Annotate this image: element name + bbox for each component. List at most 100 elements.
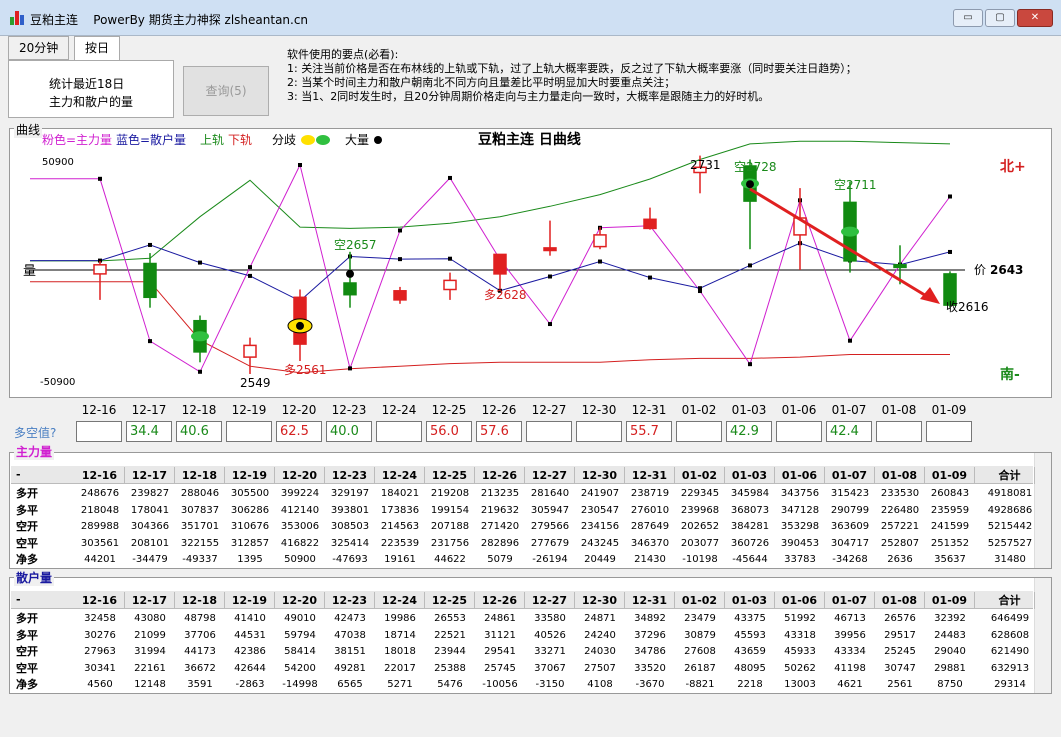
column-header[interactable]: 12-30 xyxy=(575,467,625,484)
column-header[interactable]: 01-02 xyxy=(675,592,725,609)
table-header xyxy=(11,466,1033,484)
table-cell: -34268 xyxy=(832,554,868,565)
close-button[interactable]: ✕ xyxy=(1017,9,1053,27)
legend-upper: 上轨 xyxy=(200,133,224,147)
tab-20min[interactable]: 20分钟 xyxy=(8,36,70,60)
table-cell: 208101 xyxy=(130,537,170,549)
series-point xyxy=(748,362,752,367)
scrollbar[interactable] xyxy=(1034,578,1051,693)
table-cell: 27608 xyxy=(684,646,716,657)
column-header[interactable]: 12-27 xyxy=(525,592,575,609)
column-header[interactable]: 合计 xyxy=(985,592,1035,609)
column-header[interactable]: 12-17 xyxy=(125,592,175,609)
date-label: 12-27 xyxy=(531,403,567,417)
column-header[interactable]: 12-18 xyxy=(175,467,225,484)
upper-band-line xyxy=(30,140,951,262)
column-header[interactable]: 12-31 xyxy=(625,592,675,609)
table-cell: 2561 xyxy=(887,679,913,690)
annot-short-2711: 空2711 xyxy=(834,178,877,192)
column-header[interactable]: 12-24 xyxy=(375,467,425,484)
table-cell: 36672 xyxy=(184,662,216,674)
legend-lower: 下轨 xyxy=(228,133,252,147)
column-header[interactable]: 12-23 xyxy=(325,592,375,609)
column-header[interactable]: 12-19 xyxy=(225,592,275,609)
minimize-button[interactable]: ▭ xyxy=(953,9,983,27)
column-header[interactable]: 12-25 xyxy=(425,592,475,609)
column-header[interactable]: 12-19 xyxy=(225,467,275,484)
table-cell: 43375 xyxy=(734,613,766,624)
column-header[interactable]: 01-07 xyxy=(825,467,875,484)
diverge-marker xyxy=(191,331,209,342)
column-header[interactable]: 01-03 xyxy=(725,467,775,484)
series-point xyxy=(698,289,702,294)
table-cell: 239827 xyxy=(130,488,170,499)
column-header[interactable]: 12-26 xyxy=(475,467,525,484)
legend-pink: 粉色=主力量 xyxy=(42,133,112,147)
table-cell: 30879 xyxy=(684,629,716,641)
series-point xyxy=(948,249,952,254)
daily-chart: 粉色=主力量 蓝色=散户量 上轨 下轨 分歧 大量 豆粕主连 日曲线 50900… xyxy=(23,131,1026,390)
column-header[interactable]: 01-08 xyxy=(875,592,925,609)
column-header[interactable]: 12-16 xyxy=(75,467,125,484)
table-cell: -10056 xyxy=(482,679,518,690)
table-cell: 43318 xyxy=(784,629,816,641)
column-header[interactable]: 12-25 xyxy=(425,467,475,484)
column-header[interactable]: 12-20 xyxy=(275,592,325,609)
table-cell: 281640 xyxy=(530,488,570,499)
candle-body xyxy=(693,166,707,174)
table-cell: 412140 xyxy=(280,504,320,516)
column-header[interactable]: 合计 xyxy=(985,467,1035,484)
row-label: 多开 xyxy=(16,487,38,500)
column-header[interactable]: 01-07 xyxy=(825,592,875,609)
table-cell: 347128 xyxy=(780,504,820,516)
column-header[interactable]: 12-20 xyxy=(275,467,325,484)
table-cell: 621490 xyxy=(990,646,1030,657)
scrollbar[interactable] xyxy=(1034,453,1051,568)
window-subtitle: PowerBy 期货主力神探 zlsheantan.cn xyxy=(93,13,309,27)
date-label: 12-18 xyxy=(181,403,217,417)
trend-arrow-head xyxy=(920,287,940,304)
table-cell: 307837 xyxy=(180,504,220,516)
table-cell: 58414 xyxy=(284,646,316,657)
chart-title: 豆粕主连 日曲线 xyxy=(478,131,581,148)
table-cell: 312857 xyxy=(230,537,270,549)
column-header[interactable]: 01-08 xyxy=(875,467,925,484)
series-point xyxy=(548,322,552,327)
dd-value-box xyxy=(776,421,822,442)
series-point xyxy=(948,194,952,199)
column-header[interactable]: 01-09 xyxy=(925,592,975,609)
table-cell: 45593 xyxy=(734,629,766,641)
series-point xyxy=(398,257,402,262)
table-cell: 22161 xyxy=(134,662,166,674)
column-header[interactable]: 12-17 xyxy=(125,467,175,484)
column-header[interactable]: 12-31 xyxy=(625,467,675,484)
table-cell: 4621 xyxy=(837,679,863,690)
table-cell: 13003 xyxy=(784,679,816,690)
column-header[interactable]: 12-27 xyxy=(525,467,575,484)
column-header[interactable]: 12-30 xyxy=(575,592,625,609)
table-cell: 24871 xyxy=(584,613,616,624)
column-header[interactable]: 01-06 xyxy=(775,467,825,484)
maximize-button[interactable]: ▢ xyxy=(985,9,1015,27)
table-cell: 308503 xyxy=(330,521,370,532)
table-cell: 49281 xyxy=(334,662,366,674)
column-header[interactable]: 01-03 xyxy=(725,592,775,609)
query-button[interactable]: 查询(5) xyxy=(183,66,269,116)
retail-table: -12-16 12-17 12-18 12-19 12-20 12-23 12-24 12-2… xyxy=(9,577,1052,694)
column-header[interactable]: 12-18 xyxy=(175,592,225,609)
table-cell: 4560 xyxy=(87,679,113,690)
column-header[interactable]: 12-23 xyxy=(325,467,375,484)
column-header[interactable]: 01-02 xyxy=(675,467,725,484)
column-header[interactable]: 12-24 xyxy=(375,592,425,609)
column-header[interactable]: 12-26 xyxy=(475,592,525,609)
table-cell: 24483 xyxy=(934,629,966,641)
tab-daily[interactable]: 按日 xyxy=(74,36,121,62)
column-header[interactable]: 12-16 xyxy=(75,592,125,609)
column-header[interactable]: 01-09 xyxy=(925,467,975,484)
table-cell: 288046 xyxy=(180,488,220,499)
table-cell: 5079 xyxy=(487,554,513,565)
column-header[interactable]: 01-06 xyxy=(775,592,825,609)
table-cell: 360726 xyxy=(730,537,770,549)
date-label: 12-19 xyxy=(231,403,267,417)
table-cell: 19986 xyxy=(384,613,416,624)
